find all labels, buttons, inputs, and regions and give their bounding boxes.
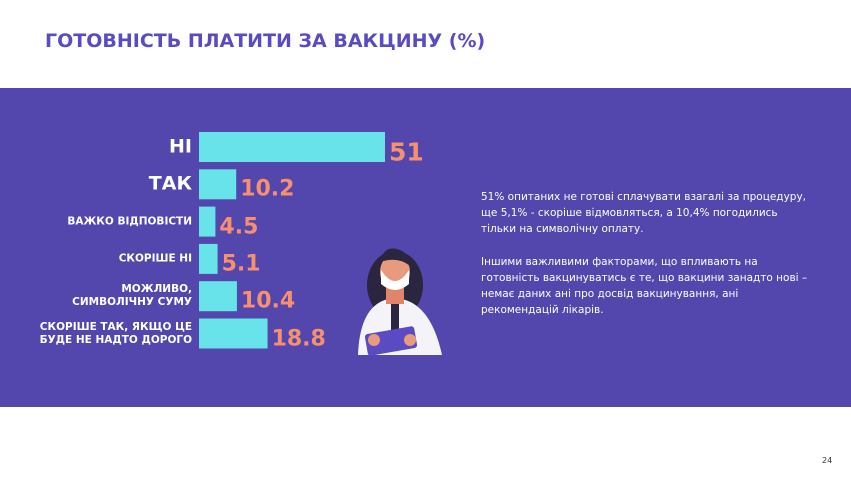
bar xyxy=(199,318,268,349)
category-label: СКОРІШЕ НІ xyxy=(118,252,192,265)
bar xyxy=(199,132,385,162)
paragraph: Іншими важливими факторами, що впливають… xyxy=(481,256,808,316)
bar xyxy=(199,243,218,274)
bar xyxy=(199,206,216,237)
value-label: 4.5 xyxy=(219,214,259,240)
bar xyxy=(199,169,237,200)
value-label: 51 xyxy=(389,137,424,167)
category-label: ТАК xyxy=(148,172,192,195)
bar xyxy=(199,281,237,312)
category-label: СКОРІШЕ ТАК, ЯКЩО ЦЕ БУДЕ НЕ НАДТО ДОРОГ… xyxy=(39,320,192,346)
value-label: 10.2 xyxy=(240,176,295,202)
page-number: 24 xyxy=(822,456,833,465)
value-label: 10.4 xyxy=(240,288,296,314)
value-label: 5.1 xyxy=(221,251,261,277)
category-label: МОЖЛИВО, СИМВОЛІЧНУ СУМУ xyxy=(72,283,192,309)
category-label: НІ xyxy=(169,135,192,158)
paragraph: 51% опитаних не готові сплачувати взагал… xyxy=(481,191,806,235)
chart-title: ГОТОВНІСТЬ ПЛАТИТИ ЗА ВАКЦИНУ (%) xyxy=(45,30,486,52)
doctor-illustration xyxy=(358,248,442,356)
value-label: 18.8 xyxy=(271,326,326,351)
category-label: ВАЖКО ВІДПОВІСТИ xyxy=(67,215,192,228)
